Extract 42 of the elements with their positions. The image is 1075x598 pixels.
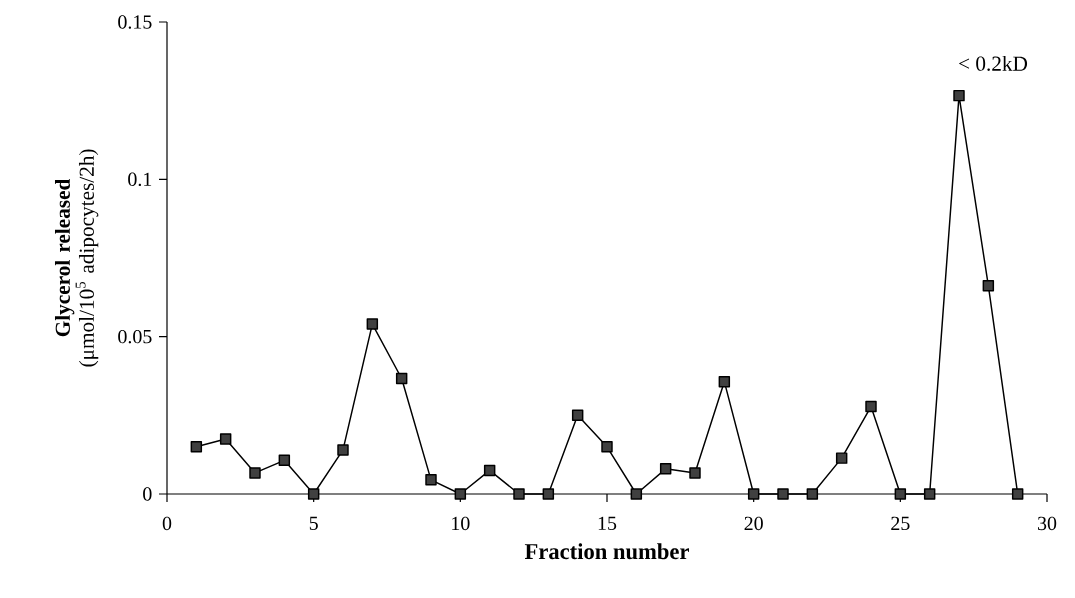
point [337,444,349,456]
point [659,463,672,475]
point [747,488,760,500]
x-tick-label: 20 [744,516,763,531]
point [953,89,965,102]
point [307,488,320,500]
point [483,464,496,477]
point [630,488,643,500]
point [777,488,789,500]
x-tick-label: 10 [452,516,470,531]
point [894,488,907,500]
point [219,433,232,445]
x-axis-title: Fraction number [524,543,689,560]
point [835,452,848,464]
x-tick-label: 25 [891,516,910,531]
x-tick-label: 30 [1038,516,1057,531]
y-tick-label: 0.05 [118,329,152,344]
point [249,467,261,479]
point [454,488,467,500]
annotation: < 0.2kD [959,55,1028,71]
point [718,375,731,388]
point [689,467,701,479]
point [542,488,555,500]
x-tick-label: 5 [309,516,318,530]
point [366,318,379,330]
point [923,488,936,500]
point [1011,488,1024,500]
point [601,441,613,453]
point [425,474,437,486]
point [190,441,203,453]
point [571,409,584,422]
y-tick-label: 0.15 [118,15,152,29]
point [865,400,877,413]
point [395,372,408,385]
y-tick-label: 0 [143,487,152,501]
y-tick-label: 0.1 [128,172,152,187]
x-tick-label: 0 [162,516,172,531]
point [806,488,819,500]
x-tick-label: 15 [598,516,617,531]
point [278,454,291,467]
point [513,488,525,500]
point [982,279,995,292]
